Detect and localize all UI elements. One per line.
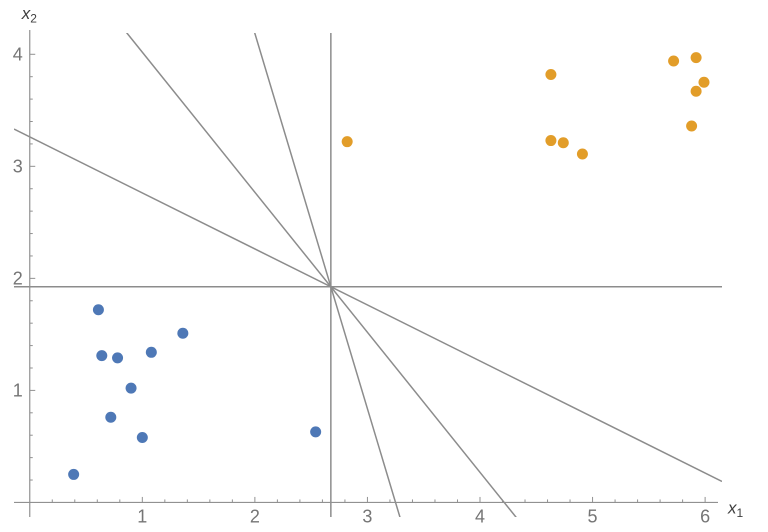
x-tick-label: 2	[250, 506, 260, 526]
axes	[14, 30, 718, 517]
data-point-class-orange-upper-right	[690, 52, 702, 64]
data-point-class-orange-upper-right	[686, 120, 698, 132]
data-point-class-orange-upper-right	[698, 76, 710, 88]
data-point-class-orange-upper-right	[341, 136, 353, 148]
series-class-orange-upper-right	[341, 52, 710, 160]
data-point-class-orange-upper-right	[545, 68, 557, 80]
separator-line-slope--3.35	[253, 33, 401, 517]
data-point-class-orange-upper-right	[576, 148, 588, 160]
data-point-class-orange-upper-right	[557, 137, 569, 149]
data-point-class-blue-lower-left	[96, 350, 108, 362]
y-axis-label: x2	[21, 4, 38, 26]
data-point-class-blue-lower-left	[145, 346, 157, 358]
data-point-class-blue-lower-left	[125, 382, 137, 394]
series-class-blue-lower-left	[68, 304, 322, 480]
x-tick-label: 1	[137, 506, 147, 526]
y-tick-label: 2	[13, 268, 23, 288]
y-tick-label: 4	[13, 44, 23, 64]
axis-ticks	[29, 53, 706, 503]
data-point-class-blue-lower-left	[68, 468, 80, 480]
x-tick-label: 6	[700, 506, 710, 526]
data-point-class-orange-upper-right	[668, 55, 680, 67]
separator-line-slope--0.5	[14, 128, 722, 483]
x-tick-label: 4	[475, 506, 485, 526]
data-point-class-blue-lower-left	[92, 304, 104, 316]
data-point-class-orange-upper-right	[545, 135, 557, 147]
candidate-separator-lines	[14, 33, 722, 517]
separator-line-slope--1.25	[125, 33, 517, 517]
data-point-class-blue-lower-left	[177, 327, 189, 339]
y-tick-label: 3	[13, 156, 23, 176]
x-axis-label: x1	[727, 498, 744, 520]
y-tick-label: 1	[13, 380, 23, 400]
data-point-class-blue-lower-left	[105, 411, 117, 423]
data-point-class-blue-lower-left	[310, 426, 322, 438]
x-tick-label: 5	[588, 506, 598, 526]
data-point-class-orange-upper-right	[690, 85, 702, 97]
data-point-class-blue-lower-left	[136, 431, 148, 443]
x-tick-label: 3	[362, 506, 372, 526]
data-point-class-blue-lower-left	[112, 352, 124, 364]
tick-labels: 1 2 3 4 5 6 1 2 3 4	[13, 44, 710, 526]
